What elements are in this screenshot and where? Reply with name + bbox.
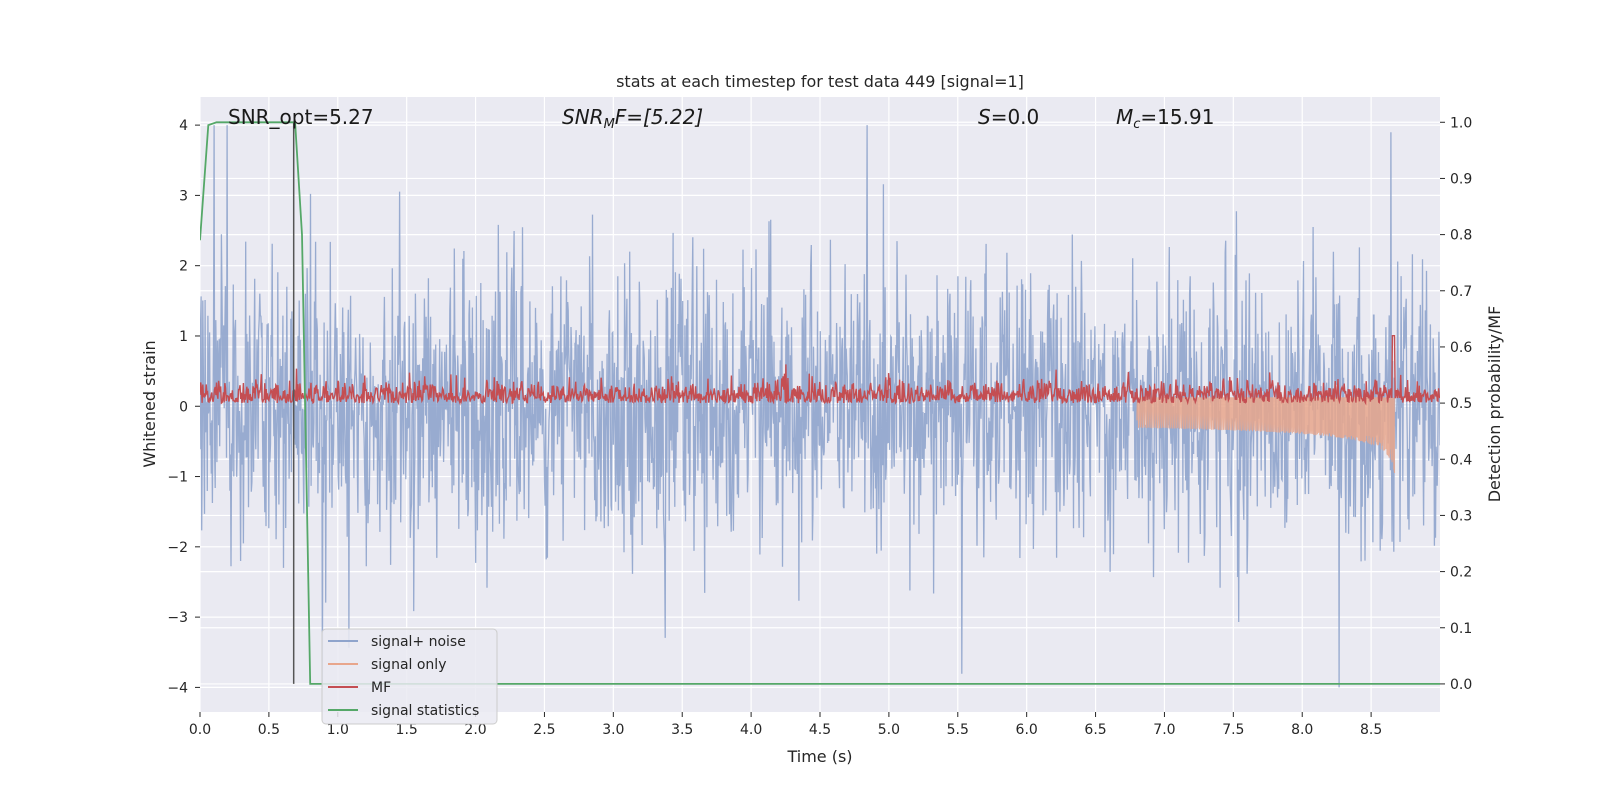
x-tick-label: 7.5 [1222, 722, 1244, 738]
left-y-tick-label: −4 [167, 680, 188, 696]
series-signal-statistics [200, 121, 1440, 685]
x-tick-label: 3.5 [671, 722, 693, 738]
left-y-tick-label: 4 [179, 118, 188, 134]
x-tick-label: 2.0 [464, 722, 486, 738]
series-signal-only [1136, 397, 1396, 474]
x-axis-ticks: 0.0 0.5 1.0 1.5 2.0 2.5 3.0 3.5 4.0 4.5 5.0 5.5 6.0 6… [189, 712, 1382, 738]
left-y-axis-label: Whitened strain [140, 340, 159, 467]
annotation-snr-opt: SNR_opt=5.27 [228, 105, 374, 129]
right-y-tick-label: 0.6 [1450, 340, 1472, 356]
right-y-tick-label: 0.4 [1450, 452, 1472, 468]
left-y-tick-label: −1 [167, 470, 188, 486]
right-y-tick-label: 0.5 [1450, 396, 1472, 412]
x-tick-label: 3.0 [602, 722, 624, 738]
x-tick-label: 0.0 [189, 722, 211, 738]
legend-label-signal-plus-noise: signal+ noise [371, 634, 466, 650]
annotation-s: S=0.0 [978, 105, 1039, 129]
left-y-tick-label: 2 [179, 259, 188, 275]
right-y-tick-label: 0.7 [1450, 284, 1472, 300]
x-tick-label: 5.5 [947, 722, 969, 738]
right-y-tick-label: 0.2 [1450, 565, 1472, 581]
right-y-tick-label: 0.3 [1450, 508, 1472, 524]
x-tick-label: 6.0 [1016, 722, 1038, 738]
right-y-tick-label: 0.8 [1450, 228, 1472, 244]
x-tick-label: 2.5 [533, 722, 555, 738]
x-tick-label: 5.0 [878, 722, 900, 738]
chart-title: stats at each timestep for test data 449… [616, 72, 1024, 91]
annotation-mc: Mc=15.91 [1116, 105, 1214, 132]
x-tick-label: 0.5 [258, 722, 280, 738]
left-y-axis-ticks: −4 −3 −2 −1 0 1 2 3 4 [167, 118, 200, 696]
left-y-tick-label: 0 [179, 399, 188, 415]
x-tick-label: 1.5 [396, 722, 418, 738]
x-axis-label: Time (s) [786, 747, 852, 766]
x-tick-label: 6.5 [1084, 722, 1106, 738]
left-y-tick-label: −2 [167, 540, 188, 556]
right-y-tick-label: 0.0 [1450, 677, 1472, 693]
left-y-tick-label: −3 [167, 610, 188, 626]
x-tick-label: 8.0 [1291, 722, 1313, 738]
right-y-axis-label: Detection probability/MF [1485, 306, 1504, 503]
x-tick-label: 1.0 [327, 722, 349, 738]
x-tick-label: 4.5 [809, 722, 831, 738]
series-mf [200, 335, 1440, 406]
x-tick-label: 7.0 [1153, 722, 1175, 738]
legend-label-mf: MF [371, 680, 391, 696]
right-y-tick-label: 1.0 [1450, 115, 1472, 131]
legend-label-signal-statistics: signal statistics [371, 703, 479, 719]
right-y-tick-label: 0.9 [1450, 171, 1472, 187]
annotation-snr-mf: SNRMF=[5.22] [562, 105, 703, 132]
x-tick-label: 8.5 [1360, 722, 1382, 738]
left-y-tick-label: 1 [179, 329, 188, 345]
x-tick-label: 4.0 [740, 722, 762, 738]
left-y-tick-label: 3 [179, 188, 188, 204]
legend-label-signal-only: signal only [371, 657, 446, 673]
legend: signal+ noise signal only MF signal stat… [321, 628, 498, 725]
right-y-tick-label: 0.1 [1450, 621, 1472, 637]
right-y-axis-ticks: 0.0 0.1 0.2 0.3 0.4 0.5 0.6 0.7 0.8 0.9 1.0 [1440, 115, 1472, 693]
